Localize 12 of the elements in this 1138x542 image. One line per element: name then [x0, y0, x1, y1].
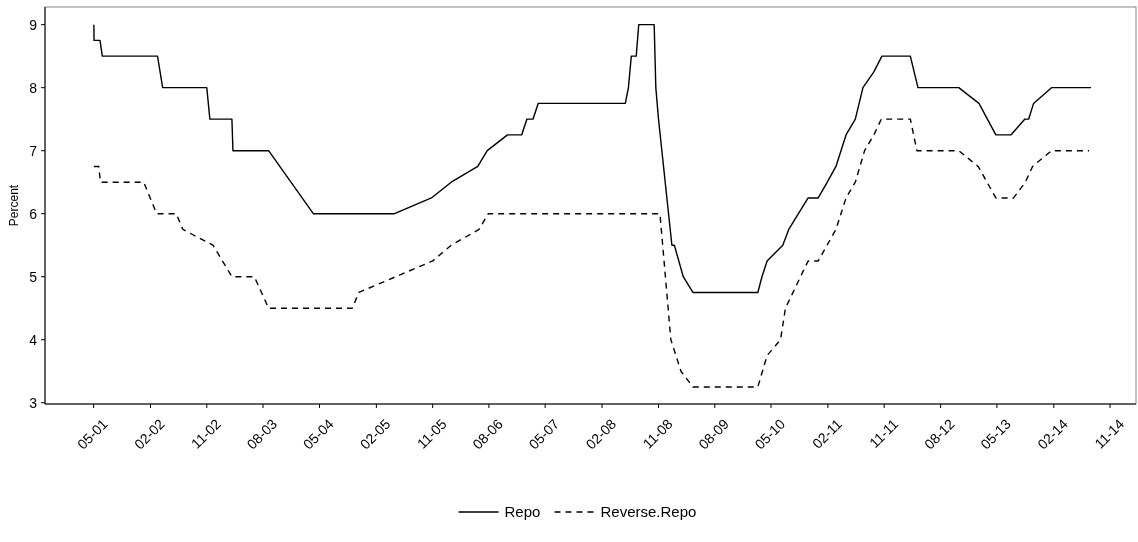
line-series	[93, 118, 1090, 388]
line-series	[93, 23, 1092, 294]
y-tick-label: 5	[29, 268, 38, 285]
y-tick-label: 7	[29, 142, 38, 159]
legend-label: Repo	[504, 503, 541, 521]
y-axis-title: Percent	[7, 184, 21, 227]
y-tick-label: 8	[29, 79, 38, 96]
y-tick-label: 3	[29, 394, 38, 411]
y-tick-label: 4	[29, 331, 38, 348]
y-tick-label: 9	[29, 16, 38, 33]
legend-label: Reverse.Repo	[600, 503, 697, 521]
y-tick-label: 6	[29, 205, 38, 222]
